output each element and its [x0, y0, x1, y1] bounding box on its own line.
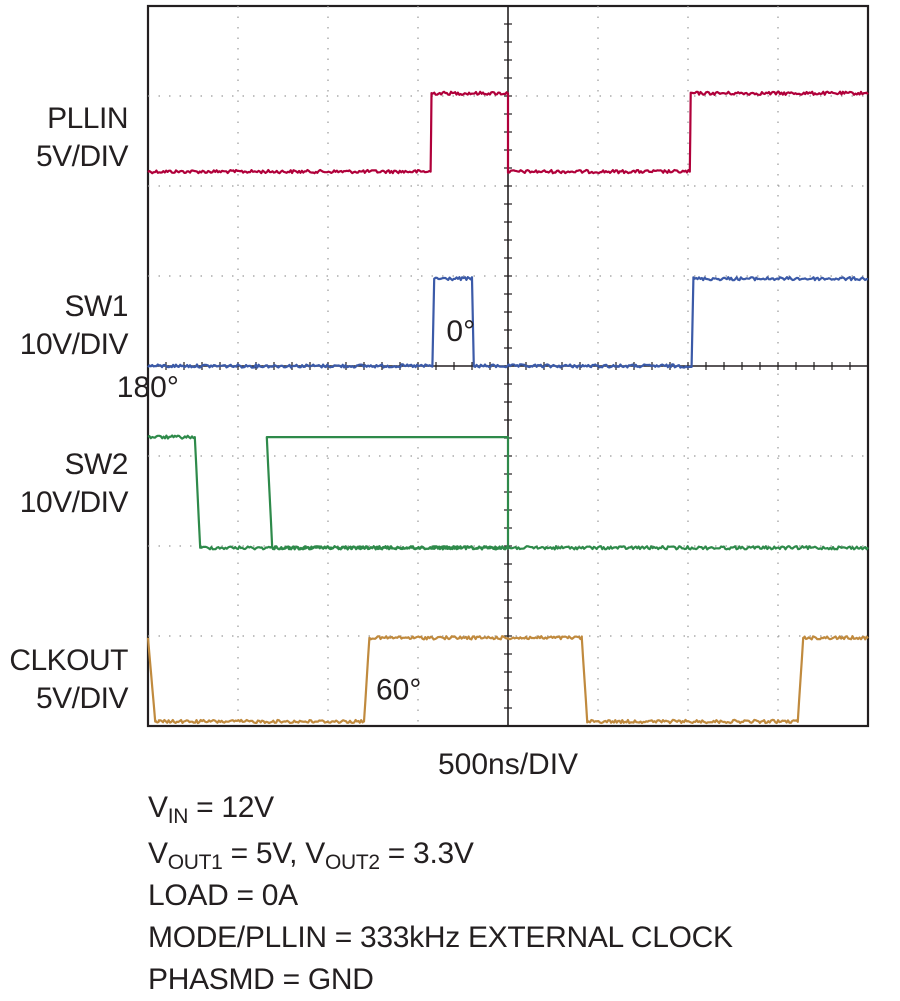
sw1-label: SW1 10V/DIV [19, 288, 129, 364]
timebase-label: 500ns/DIV [437, 748, 579, 781]
phase-label-sw2: 180° [117, 371, 179, 404]
sw1-scale: 10V/DIV [19, 328, 129, 361]
trace-sw2 [147, 434, 869, 551]
phase-label-sw1: 0° [446, 315, 475, 348]
phase-labels: 0° 180° 60° [117, 315, 475, 707]
sw1-name: SW1 [64, 290, 128, 323]
condition-load: LOAD = 0A [148, 879, 298, 912]
trace-sw1 [147, 276, 869, 369]
trace-clkout [146, 635, 869, 725]
trace-pllin [147, 90, 869, 175]
phase-label-clkout: 60° [376, 674, 421, 707]
condition-vin: VIN = 12V [148, 791, 274, 828]
sw2-label: SW2 10V/DIV [19, 446, 129, 522]
condition-mode: MODE/PLLIN = 333kHz EXTERNAL CLOCK [148, 921, 733, 954]
pllin-name: PLLIN [47, 102, 128, 135]
clkout-label: CLKOUT 5V/DIV [9, 642, 128, 718]
condition-phasmd: PHASMD = GND [148, 963, 374, 996]
pllin-scale: 5V/DIV [35, 140, 129, 173]
clkout-scale: 5V/DIV [35, 682, 129, 715]
traces [146, 90, 869, 725]
sw2-scale: 10V/DIV [19, 486, 129, 519]
pllin-label: PLLIN 5V/DIV [35, 100, 129, 176]
condition-vout: VOUT1 = 5V, VOUT2 = 3.3V [148, 837, 474, 874]
sw2-name: SW2 [64, 448, 128, 481]
clkout-name: CLKOUT [9, 644, 128, 677]
